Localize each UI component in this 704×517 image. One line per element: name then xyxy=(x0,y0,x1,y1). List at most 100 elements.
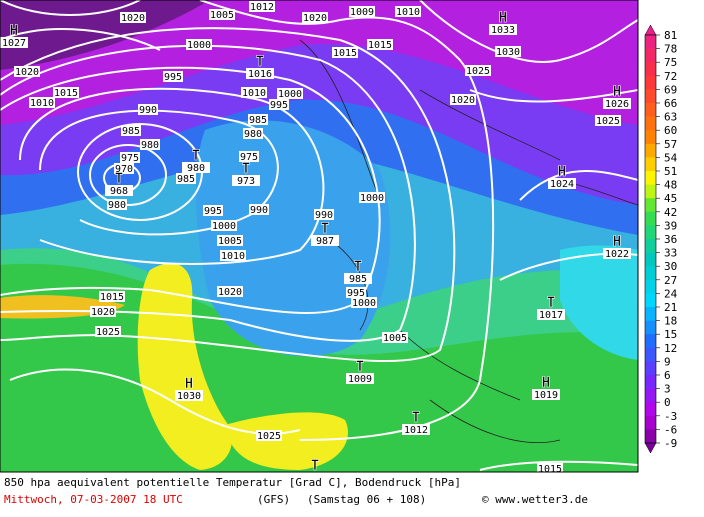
isobar-label: 990 xyxy=(139,105,157,116)
isobar-label: 1005 xyxy=(210,10,234,21)
isobar-label: 1030 xyxy=(496,47,520,58)
pressure-center-bg xyxy=(311,235,339,246)
colorbar-label: 9 xyxy=(664,355,671,368)
pressure-center-bg xyxy=(548,178,576,189)
pressure-center-symbol: T xyxy=(356,359,364,375)
caption-run: (Samstag 06 + 108) xyxy=(307,493,426,506)
isobar-label-bg xyxy=(138,104,158,115)
isobar-label: 990 xyxy=(250,205,268,216)
isobar-label-bg xyxy=(249,204,269,215)
isobar-label: 1010 xyxy=(30,98,54,109)
pressure-center-symbol: T xyxy=(311,458,319,474)
colorbar-segment xyxy=(645,375,656,389)
isobar-label: 995 xyxy=(204,206,222,217)
colorbar-segment xyxy=(645,157,656,172)
pressure-center-symbol: T xyxy=(354,259,362,275)
isobar-label: 1000 xyxy=(212,221,236,232)
colorbar-segment xyxy=(645,266,656,281)
colorbar-label: 75 xyxy=(664,56,677,69)
colorbar-segment xyxy=(645,239,656,253)
pressure-center-symbol: H xyxy=(185,376,193,392)
colorbar-label: 45 xyxy=(664,192,677,205)
colorbar-segment xyxy=(645,143,656,158)
colorbar-label: 66 xyxy=(664,97,677,110)
colorbar-label: 63 xyxy=(664,111,677,124)
pressure-center-bg xyxy=(346,373,374,384)
isobar-label: 995 xyxy=(270,100,288,111)
colorbar-segment xyxy=(645,225,656,240)
isobar-label-bg xyxy=(351,297,377,308)
isobar-label-bg xyxy=(595,115,621,126)
pressure-center-value: 1017 xyxy=(539,310,563,321)
colorbar-segment xyxy=(645,293,656,308)
colorbar-label: 39 xyxy=(664,219,677,232)
isobar-label: 1025 xyxy=(596,116,620,127)
isobar-label-bg xyxy=(120,12,146,23)
isobar-label: 1000 xyxy=(352,298,376,309)
colorbar-label: 54 xyxy=(664,151,678,164)
colorbar-segment xyxy=(645,171,656,185)
isobar-label: 985 xyxy=(177,174,195,185)
isobar-label: 1005 xyxy=(218,236,242,247)
isobar-label-bg xyxy=(382,332,408,343)
colorbar-segment xyxy=(645,198,656,213)
colorbar-segment xyxy=(645,62,656,77)
pressure-center-bg xyxy=(603,98,631,109)
isobar-label-bg xyxy=(359,192,385,203)
colorbar-segment xyxy=(645,307,656,321)
isobar-label: 1015 xyxy=(333,48,357,59)
colorbar-segment xyxy=(645,89,656,104)
colorbar-segment xyxy=(645,361,656,376)
pressure-center-value: 980 xyxy=(187,163,205,174)
pressure-center-bg xyxy=(489,24,517,35)
colorbar-label: 30 xyxy=(664,260,677,273)
pressure-center-value: 1024 xyxy=(550,179,574,190)
isobar-label-bg xyxy=(114,163,134,174)
isobar-label-bg xyxy=(450,94,476,105)
isobar-label-bg xyxy=(367,39,393,50)
pressure-center-bg xyxy=(175,390,203,401)
isobar-label-bg xyxy=(537,463,563,472)
pressure-center-bg xyxy=(344,273,372,284)
isobar-label: 1025 xyxy=(257,431,281,442)
isobar-label: 970 xyxy=(115,164,133,175)
isobar-label-bg xyxy=(332,47,358,58)
isobar-label: 1020 xyxy=(121,13,145,24)
isobar-label: 1010 xyxy=(396,7,420,18)
pressure-center-value: 1027 xyxy=(2,38,26,49)
colorbar-segment xyxy=(645,116,656,131)
isobar-label-bg xyxy=(90,306,116,317)
isobar-label-bg xyxy=(29,97,55,108)
pressure-center-symbol: H xyxy=(558,164,566,180)
colorbar-label: 69 xyxy=(664,83,677,96)
isobar-label-bg xyxy=(346,287,366,298)
isobar-label-bg xyxy=(120,152,140,163)
pressure-center-bg xyxy=(246,68,274,79)
colorbar-label: 36 xyxy=(664,233,677,246)
colorbar-segment xyxy=(645,415,656,430)
colorbar-segment xyxy=(645,75,656,90)
isobar-label-bg xyxy=(163,71,183,82)
pressure-center-symbol: T xyxy=(256,54,264,70)
isobar-label: 1000 xyxy=(278,89,302,100)
colorbar-label: 51 xyxy=(664,165,677,178)
isobar-label-bg xyxy=(248,114,268,125)
pressure-center-symbol: T xyxy=(192,148,200,164)
colorbar-segment xyxy=(645,211,656,226)
isobar-label: 1009 xyxy=(350,7,374,18)
isobar-label-bg xyxy=(465,65,491,76)
isobar-label-bg xyxy=(14,66,40,77)
pressure-center-symbol: T xyxy=(412,410,420,426)
colorbar-segment xyxy=(645,347,656,362)
colorbar-label: 33 xyxy=(664,247,677,260)
isobar-label: 1010 xyxy=(242,88,266,99)
pressure-center-value: 1009 xyxy=(348,374,372,385)
colorbar-segment xyxy=(645,48,656,63)
colorbar-label: 0 xyxy=(664,396,671,409)
isobar-label-bg xyxy=(53,87,79,98)
caption-credit: © www.wetter3.de xyxy=(482,493,588,506)
isobar-label-bg xyxy=(217,286,243,297)
pressure-center-value: 968 xyxy=(110,186,128,197)
isobar-label: 980 xyxy=(108,200,126,211)
pressure-center-value: 1019 xyxy=(534,390,558,401)
